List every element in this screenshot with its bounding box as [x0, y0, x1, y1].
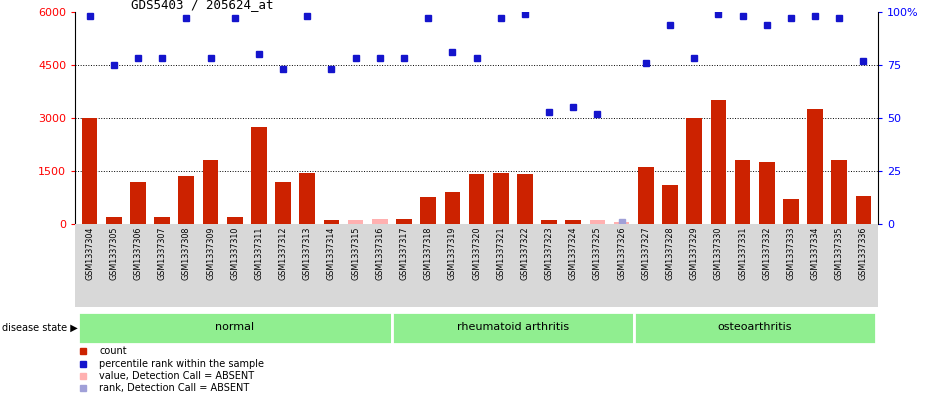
Bar: [178, 176, 194, 224]
Bar: [638, 167, 654, 224]
Text: GSM1337310: GSM1337310: [230, 226, 239, 280]
Text: GSM1337316: GSM1337316: [376, 226, 384, 280]
Bar: [227, 217, 242, 224]
Text: GSM1337318: GSM1337318: [423, 226, 433, 280]
Bar: [203, 160, 219, 224]
Bar: [855, 196, 871, 224]
Bar: [275, 182, 291, 224]
Text: GSM1337330: GSM1337330: [714, 226, 723, 280]
Bar: [396, 219, 412, 224]
Text: GSM1337334: GSM1337334: [810, 226, 820, 280]
FancyBboxPatch shape: [634, 312, 875, 344]
FancyBboxPatch shape: [78, 312, 392, 344]
Bar: [565, 220, 581, 224]
Bar: [759, 162, 775, 224]
Text: GSM1337315: GSM1337315: [351, 226, 361, 280]
Text: count: count: [100, 347, 127, 356]
Text: GSM1337306: GSM1337306: [133, 226, 143, 280]
Text: GSM1337311: GSM1337311: [254, 226, 264, 280]
Bar: [711, 100, 726, 224]
Text: GSM1337309: GSM1337309: [206, 226, 215, 280]
Bar: [300, 173, 316, 224]
Bar: [783, 199, 799, 224]
Text: disease state ▶: disease state ▶: [2, 323, 78, 333]
Text: value, Detection Call = ABSENT: value, Detection Call = ABSENT: [100, 371, 254, 381]
Bar: [517, 174, 532, 224]
Text: GSM1337322: GSM1337322: [520, 226, 530, 280]
Bar: [590, 220, 606, 224]
Bar: [493, 173, 509, 224]
Bar: [82, 118, 98, 224]
Text: GSM1337320: GSM1337320: [472, 226, 481, 280]
Text: rheumatoid arthritis: rheumatoid arthritis: [456, 322, 569, 332]
Text: GSM1337335: GSM1337335: [835, 226, 844, 280]
Text: GSM1337323: GSM1337323: [545, 226, 554, 280]
Text: GSM1337307: GSM1337307: [158, 226, 167, 280]
Text: GSM1337327: GSM1337327: [641, 226, 651, 280]
Bar: [686, 118, 702, 224]
Text: GSM1337332: GSM1337332: [762, 226, 771, 280]
Text: GSM1337319: GSM1337319: [448, 226, 457, 280]
Text: GDS5403 / 205624_at: GDS5403 / 205624_at: [131, 0, 274, 11]
Text: GSM1337321: GSM1337321: [496, 226, 505, 280]
Text: GSM1337304: GSM1337304: [85, 226, 94, 280]
Text: GSM1337328: GSM1337328: [666, 226, 674, 280]
Text: GSM1337308: GSM1337308: [182, 226, 191, 280]
Bar: [734, 160, 750, 224]
Bar: [614, 222, 629, 224]
Bar: [421, 197, 436, 224]
Text: GSM1337329: GSM1337329: [689, 226, 699, 280]
Bar: [251, 127, 267, 224]
Text: GSM1337336: GSM1337336: [859, 226, 868, 280]
Bar: [372, 219, 388, 224]
Text: GSM1337312: GSM1337312: [279, 226, 287, 280]
Bar: [469, 174, 485, 224]
Bar: [831, 160, 847, 224]
Text: rank, Detection Call = ABSENT: rank, Detection Call = ABSENT: [100, 383, 250, 393]
Text: GSM1337326: GSM1337326: [617, 226, 626, 280]
Text: GSM1337317: GSM1337317: [399, 226, 408, 280]
Bar: [444, 192, 460, 224]
Text: GSM1337314: GSM1337314: [327, 226, 336, 280]
Text: GSM1337325: GSM1337325: [593, 226, 602, 280]
Text: GSM1337313: GSM1337313: [302, 226, 312, 280]
Text: percentile rank within the sample: percentile rank within the sample: [100, 359, 264, 369]
Text: normal: normal: [215, 322, 254, 332]
Bar: [324, 220, 339, 224]
Bar: [131, 182, 146, 224]
Bar: [154, 217, 170, 224]
Text: GSM1337331: GSM1337331: [738, 226, 747, 280]
Text: osteoarthritis: osteoarthritis: [717, 322, 792, 332]
Text: GSM1337324: GSM1337324: [569, 226, 577, 280]
Bar: [347, 220, 363, 224]
Bar: [541, 220, 557, 224]
Text: GSM1337305: GSM1337305: [109, 226, 118, 280]
Bar: [106, 217, 122, 224]
Bar: [662, 185, 678, 224]
Text: GSM1337333: GSM1337333: [786, 226, 795, 280]
Bar: [808, 109, 823, 224]
FancyBboxPatch shape: [392, 312, 634, 344]
